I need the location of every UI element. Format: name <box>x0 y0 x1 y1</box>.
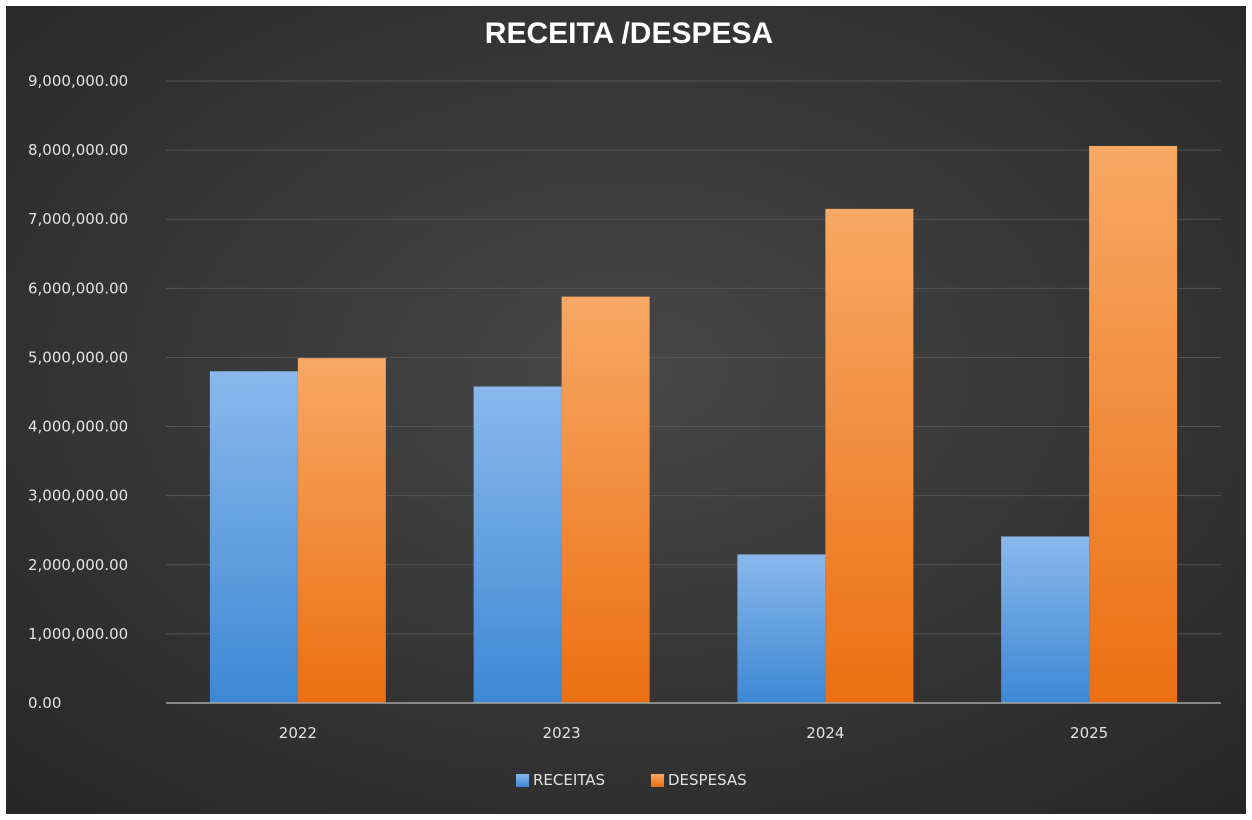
bar-despesas <box>297 358 386 703</box>
axes: 0.00 1,000,000.00 2,000,000.00 3,000,000.00… <box>28 72 1221 742</box>
y-tick-label: 9,000,000.00 <box>28 72 128 90</box>
y-tick-label: 0.00 <box>28 694 61 712</box>
legend-swatch-receitas <box>516 774 529 787</box>
y-tick-label: 7,000,000.00 <box>28 210 128 228</box>
legend-swatch-despesas <box>651 774 664 787</box>
x-tick-label: 2025 <box>1070 724 1108 742</box>
x-tick-label: 2022 <box>279 724 317 742</box>
y-tick-label: 4,000,000.00 <box>28 418 128 436</box>
bar-chart: RECEITA /DESPESA 0.00 1,000,000.00 2,000,0… <box>6 6 1246 814</box>
bar-receitas <box>209 371 298 703</box>
legend: RECEITAS DESPESAS <box>516 771 747 789</box>
y-tick-label: 5,000,000.00 <box>28 348 128 366</box>
bar-receitas <box>737 554 826 703</box>
chart-title: RECEITA /DESPESA <box>485 17 773 50</box>
legend-label-despesas: DESPESAS <box>668 771 747 789</box>
bar-receitas <box>473 386 562 703</box>
x-tick-label: 2024 <box>806 724 844 742</box>
y-tick-label: 2,000,000.00 <box>28 556 128 574</box>
y-tick-label: 6,000,000.00 <box>28 279 128 297</box>
bar-receitas <box>1001 536 1090 703</box>
x-tick-label: 2023 <box>543 724 581 742</box>
y-tick-label: 1,000,000.00 <box>28 625 128 643</box>
legend-label-receitas: RECEITAS <box>533 771 605 789</box>
bar-despesas <box>561 296 650 703</box>
bar-despesas <box>1089 145 1178 703</box>
bars <box>209 145 1178 703</box>
y-tick-label: 8,000,000.00 <box>28 141 128 159</box>
bar-despesas <box>825 208 914 703</box>
chart-container: RECEITA /DESPESA 0.00 1,000,000.00 2,000,0… <box>6 6 1246 814</box>
y-tick-label: 3,000,000.00 <box>28 487 128 505</box>
